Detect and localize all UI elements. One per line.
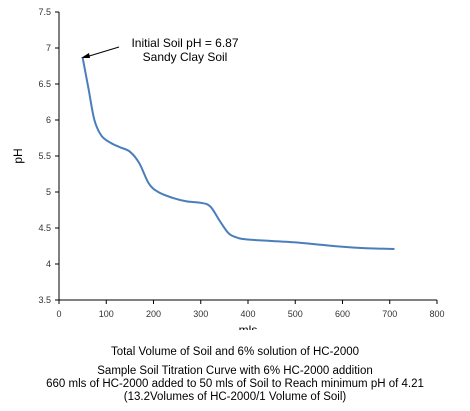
- annotation-arrow: [85, 46, 120, 58]
- annotation: Initial Soil pH = 6.87 Sandy Clay Soil: [81, 36, 239, 64]
- y-tick-label: 6.5: [38, 79, 51, 89]
- caption-summary: 660 mls of HC-2000 added to 50 mls of So…: [46, 378, 424, 390]
- x-tick-label: 0: [56, 309, 61, 319]
- x-tick-label: 300: [193, 309, 208, 319]
- x-tick-label: 800: [429, 309, 444, 319]
- annotation-line-2: Sandy Clay Soil: [143, 50, 228, 64]
- y-axis-label: pH: [11, 148, 25, 163]
- caption-title: Sample Soil Titration Curve with 6% HC-2…: [97, 365, 373, 377]
- y-tick-label: 3.5: [38, 295, 51, 305]
- titration-series-line: [81, 57, 395, 250]
- x-tick-label: 600: [335, 309, 350, 319]
- annotation-arrowhead: [81, 53, 90, 58]
- x-tick-label: 400: [240, 309, 255, 319]
- x-tick-label: 500: [288, 309, 303, 319]
- x-tick-label: 100: [99, 309, 114, 319]
- x-tick-label: 200: [146, 309, 161, 319]
- x-axis: 0 100 200 300 400 500 600 700 800: [56, 299, 445, 319]
- y-tick-label: 7.5: [38, 7, 51, 17]
- y-tick-label: 5.5: [38, 151, 51, 161]
- y-tick-label: 7: [46, 43, 51, 53]
- caption-x-description: Total Volume of Soil and 6% solution of …: [110, 346, 360, 358]
- caption-ratio: (13.2Volumes of HC-2000/1 Volume of Soil…: [123, 391, 347, 403]
- y-axis: 3.5 4 4.5 5 5.5 6 6.5 7 7.5: [38, 7, 60, 305]
- series-layer: [81, 57, 395, 250]
- y-tick-label: 4.5: [38, 223, 51, 233]
- x-tick-label: 700: [382, 309, 397, 319]
- y-tick-label: 5: [46, 187, 51, 197]
- x-axis-label: mls: [239, 323, 258, 330]
- y-tick-label: 4: [46, 259, 51, 269]
- chart-canvas: 3.5 4 4.5 5 5.5 6 6.5 7 7.5 0 100 200 300 400 500 600 7…: [11, 7, 445, 337]
- y-tick-label: 6: [46, 115, 51, 125]
- annotation-line-1: Initial Soil pH = 6.87: [131, 36, 238, 50]
